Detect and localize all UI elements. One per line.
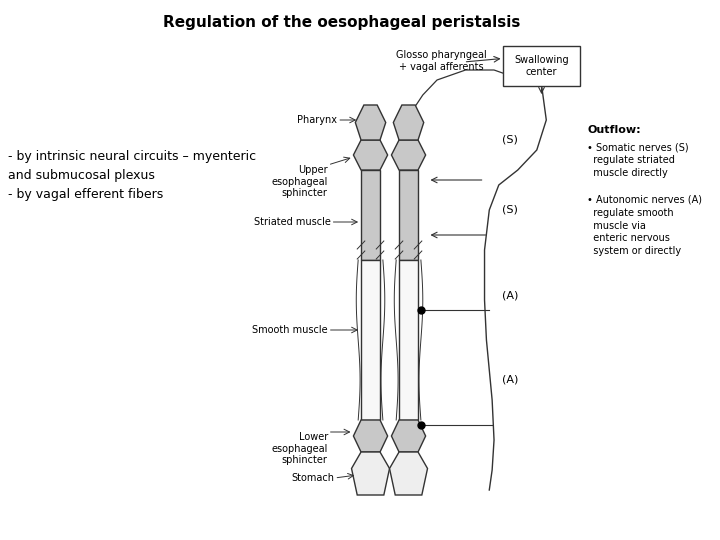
- Text: Stomach: Stomach: [292, 473, 334, 483]
- Polygon shape: [354, 140, 387, 170]
- Text: • Autonomic nerves (A)
  regulate smooth
  muscle via
  enteric nervous
  system: • Autonomic nerves (A) regulate smooth m…: [587, 195, 702, 256]
- Text: Swallowing
center: Swallowing center: [514, 55, 569, 77]
- Polygon shape: [356, 105, 386, 140]
- Text: Pharynx: Pharynx: [297, 115, 337, 125]
- FancyBboxPatch shape: [503, 46, 580, 86]
- Text: Upper
esophageal
sphincter: Upper esophageal sphincter: [271, 165, 328, 198]
- Text: - by intrinsic neural circuits – myenteric
and submucosal plexus
- by vagal effe: - by intrinsic neural circuits – myenter…: [8, 150, 256, 201]
- Text: (S): (S): [502, 205, 518, 215]
- Polygon shape: [393, 105, 424, 140]
- Polygon shape: [399, 170, 418, 260]
- Polygon shape: [351, 452, 390, 495]
- Text: Lower
esophageal
sphincter: Lower esophageal sphincter: [271, 432, 328, 465]
- Text: (A): (A): [502, 290, 518, 300]
- Polygon shape: [361, 170, 380, 260]
- Polygon shape: [390, 452, 428, 495]
- Text: Regulation of the oesophageal peristalsis: Regulation of the oesophageal peristalsi…: [163, 15, 521, 30]
- Polygon shape: [361, 260, 380, 420]
- Text: • Somatic nerves (S)
  regulate striated
  muscle directly: • Somatic nerves (S) regulate striated m…: [587, 142, 689, 178]
- Text: (A): (A): [502, 375, 518, 385]
- Polygon shape: [392, 420, 426, 452]
- Polygon shape: [354, 420, 387, 452]
- Polygon shape: [392, 140, 426, 170]
- Text: (S): (S): [502, 135, 518, 145]
- Text: Outflow:: Outflow:: [587, 125, 641, 135]
- Polygon shape: [399, 260, 418, 420]
- Text: Striated muscle: Striated muscle: [253, 217, 330, 227]
- Text: Glosso pharyngeal
+ vagal afferents: Glosso pharyngeal + vagal afferents: [397, 50, 487, 72]
- Text: Smooth muscle: Smooth muscle: [252, 325, 328, 335]
